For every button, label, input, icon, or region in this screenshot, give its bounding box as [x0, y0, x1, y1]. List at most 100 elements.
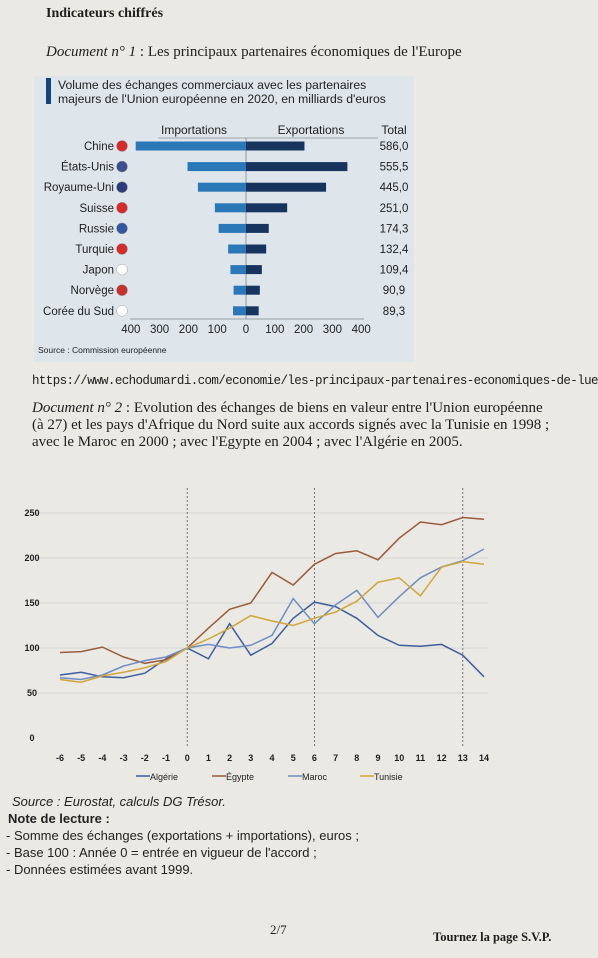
x-tick-label: 9 — [375, 753, 380, 763]
x-tick-label: 200 — [179, 324, 198, 336]
total-value: 174,3 — [380, 223, 409, 235]
x-tick-label: -5 — [77, 753, 85, 763]
x-tick-label: 400 — [352, 324, 371, 336]
imports-bar — [214, 203, 246, 213]
imports-column-header: Importations — [161, 123, 227, 137]
uk-flag-icon — [116, 181, 128, 193]
exports-bar — [246, 162, 348, 172]
south-korea-flag-icon — [116, 305, 128, 317]
series-line-algérie — [59, 601, 485, 679]
exports-bar — [246, 223, 269, 233]
x-tick-label: 100 — [265, 324, 284, 336]
imports-bar — [187, 162, 246, 172]
x-tick-label: 5 — [291, 753, 296, 763]
exports-bar — [246, 141, 305, 151]
figure-accent-bar — [46, 78, 51, 104]
exports-bar — [246, 203, 288, 213]
legend-label: Tunisie — [374, 772, 403, 782]
x-tick-label: 100 — [208, 324, 227, 336]
total-value: 586,0 — [380, 141, 409, 153]
reading-note-heading: Note de lecture : — [8, 811, 110, 826]
series-line-maroc — [59, 548, 485, 681]
exports-bar — [246, 306, 259, 316]
total-column-header: Total — [381, 123, 406, 137]
legend-label: Égypte — [226, 772, 254, 782]
exports-bar — [246, 244, 267, 254]
x-tick-label: 8 — [354, 753, 359, 763]
china-flag-icon — [116, 140, 128, 152]
x-tick-label: 12 — [437, 753, 447, 763]
x-tick-label: 0 — [185, 753, 190, 763]
imports-bar — [233, 285, 246, 295]
exports-bar — [246, 285, 260, 295]
turkey-flag-icon — [116, 243, 128, 255]
page-title: Indicateurs chiffrés — [46, 6, 164, 21]
y-tick-label: 150 — [24, 598, 39, 608]
document-1-title: : Les principaux partenaires économiques… — [136, 44, 462, 60]
document-2-heading: Document n° 2 : Evolution des échanges d… — [32, 400, 552, 451]
imports-bar — [230, 265, 246, 275]
x-tick-label: 400 — [121, 324, 140, 336]
document-1-heading: Document n° 1 : Les principaux partenair… — [46, 44, 462, 61]
x-tick-label: 300 — [323, 324, 342, 336]
y-tick-label: 100 — [24, 643, 39, 653]
country-label: États-Unis — [61, 161, 114, 174]
x-tick-label: 4 — [269, 753, 274, 763]
document-1-number: Document n° 1 — [46, 44, 137, 60]
x-tick-label: -4 — [98, 753, 106, 763]
x-tick-label: -3 — [120, 753, 128, 763]
country-label: Chine — [84, 141, 114, 153]
imports-bar — [228, 244, 246, 254]
country-label: Turquie — [75, 244, 114, 256]
chart-source: Source : Eurostat, calculs DG Trésor. — [12, 794, 226, 809]
trade-partners-figure — [34, 76, 414, 362]
x-tick-label: 200 — [294, 324, 313, 336]
total-value: 89,3 — [383, 306, 405, 318]
country-label: Suisse — [79, 203, 114, 215]
x-tick-label: 13 — [458, 753, 468, 763]
x-tick-label: -1 — [162, 753, 170, 763]
legend-label: Algérie — [150, 772, 178, 782]
imports-bar — [197, 182, 246, 192]
trade-partners-bar-chart: Importations Exportations Total Chine 586,0 É… — [38, 123, 409, 355]
series-line-égypte — [59, 516, 485, 665]
series-line-tunisie — [59, 560, 485, 683]
country-label: Japon — [83, 265, 114, 277]
exports-bar — [246, 265, 262, 275]
document-2-number: Document n° 2 — [32, 400, 123, 416]
x-tick-label: 0 — [243, 324, 249, 336]
x-tick-label: 14 — [479, 753, 489, 763]
japan-flag-icon — [116, 263, 128, 276]
imports-bar — [135, 141, 246, 151]
x-tick-label: 3 — [248, 753, 253, 763]
country-label: Russie — [79, 223, 114, 235]
country-label: Royaume-Uni — [44, 182, 114, 194]
x-tick-label: -2 — [141, 753, 149, 763]
exports-bar — [246, 182, 327, 192]
usa-flag-icon — [116, 160, 128, 173]
x-tick-label: 300 — [150, 324, 169, 336]
imports-bar — [218, 223, 246, 233]
x-tick-label: 6 — [312, 753, 317, 763]
trade-chart-title: Volume des échanges commerciaux avec les… — [58, 78, 386, 106]
total-value: 251,0 — [380, 203, 409, 215]
x-tick-label: -6 — [56, 753, 64, 763]
x-tick-label: 11 — [416, 753, 426, 763]
x-tick-label: 7 — [333, 753, 338, 763]
norway-flag-icon — [116, 284, 128, 296]
total-value: 555,5 — [380, 162, 409, 174]
y-tick-label: 250 — [24, 508, 39, 518]
total-value: 132,4 — [380, 244, 409, 256]
y-tick-label: 50 — [27, 688, 37, 698]
reading-notes: Source : Eurostat, calculs DG Trésor. No… — [6, 793, 359, 878]
x-tick-label: 2 — [227, 753, 232, 763]
reading-note-line: - Somme des échanges (exportations + imp… — [6, 828, 359, 843]
y-tick-label: 0 — [29, 733, 34, 743]
switzerland-flag-icon — [116, 202, 128, 214]
total-value: 90,9 — [383, 285, 405, 297]
x-tick-label: 1 — [206, 753, 211, 763]
document-1-source-url: https://www.echodumardi.com/economie/les… — [32, 374, 598, 388]
total-value: 445,0 — [380, 182, 409, 194]
country-label: Norvège — [71, 285, 114, 297]
